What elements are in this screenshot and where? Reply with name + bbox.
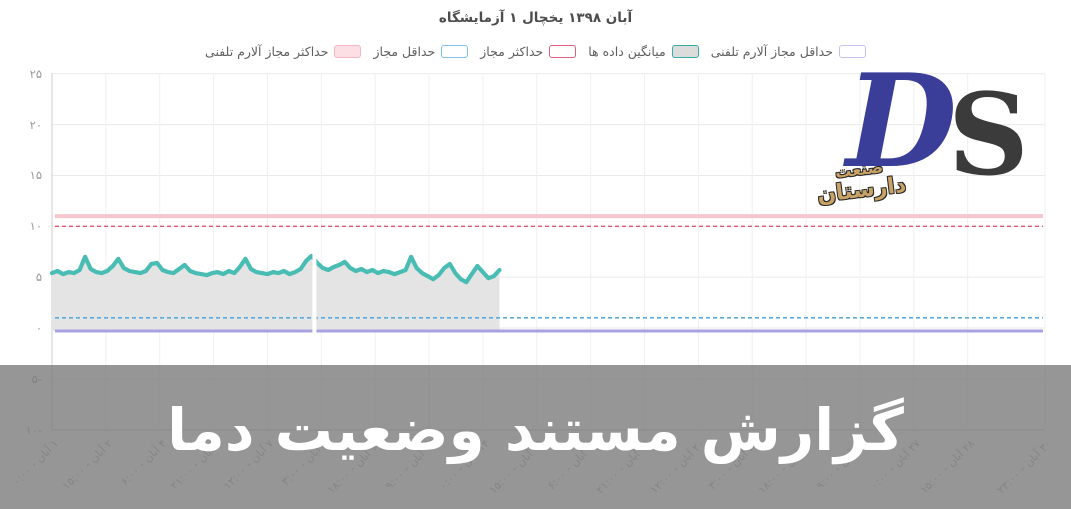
mean-data-swatch-icon: [671, 45, 699, 58]
legend-label: حداکثر مجاز: [480, 44, 544, 59]
chart-title: آبان ۱۳۹۸ یخچال ۱ آزمایشگاه: [438, 10, 633, 26]
legend-label: حداکثر مجاز آلارم تلفنی: [205, 44, 329, 59]
mean-data-area-fill: [52, 255, 500, 331]
y-tick-label: ۱۵: [29, 168, 42, 183]
max-phone-alarm-swatch-icon: [334, 45, 362, 58]
mean-data-line: [49, 253, 502, 285]
min-allowed-swatch-icon: [441, 45, 469, 58]
report-banner-overlay: گزارش مستند وضعیت دما: [0, 365, 1071, 509]
y-tick-label: ۰: [35, 321, 42, 335]
report-banner-title: گزارش مستند وضعیت دما: [167, 396, 904, 464]
y-tick-label: ۵: [35, 270, 42, 285]
legend-label: حداقل مجاز: [373, 44, 436, 59]
legend-item-mean-data[interactable]: میانگین داده ها: [588, 44, 699, 59]
min-phone-alarm-swatch-icon: [838, 45, 866, 58]
data-gap-marker: [312, 250, 317, 334]
y-tick-label: ۲۰: [29, 117, 42, 132]
y-tick-label: ۱۰: [29, 219, 42, 234]
chart-legend: حداکثر مجاز آلارم تلفنی حداقل مجاز حداکثر …: [0, 44, 1071, 59]
legend-item-min-allowed[interactable]: حداقل مجاز: [373, 44, 469, 59]
legend-item-max-phone-alarm[interactable]: حداکثر مجاز آلارم تلفنی: [205, 44, 362, 59]
y-tick-label: ۲۵: [29, 66, 42, 81]
max-allowed-swatch-icon: [549, 45, 577, 58]
legend-label: حداقل مجاز آلارم تلفنی: [710, 44, 833, 59]
legend-label: میانگین داده ها: [588, 44, 666, 59]
legend-item-min-phone-alarm[interactable]: حداقل مجاز آلارم تلفنی: [711, 44, 866, 59]
legend-item-max-allowed[interactable]: حداکثر مجاز: [480, 44, 577, 59]
